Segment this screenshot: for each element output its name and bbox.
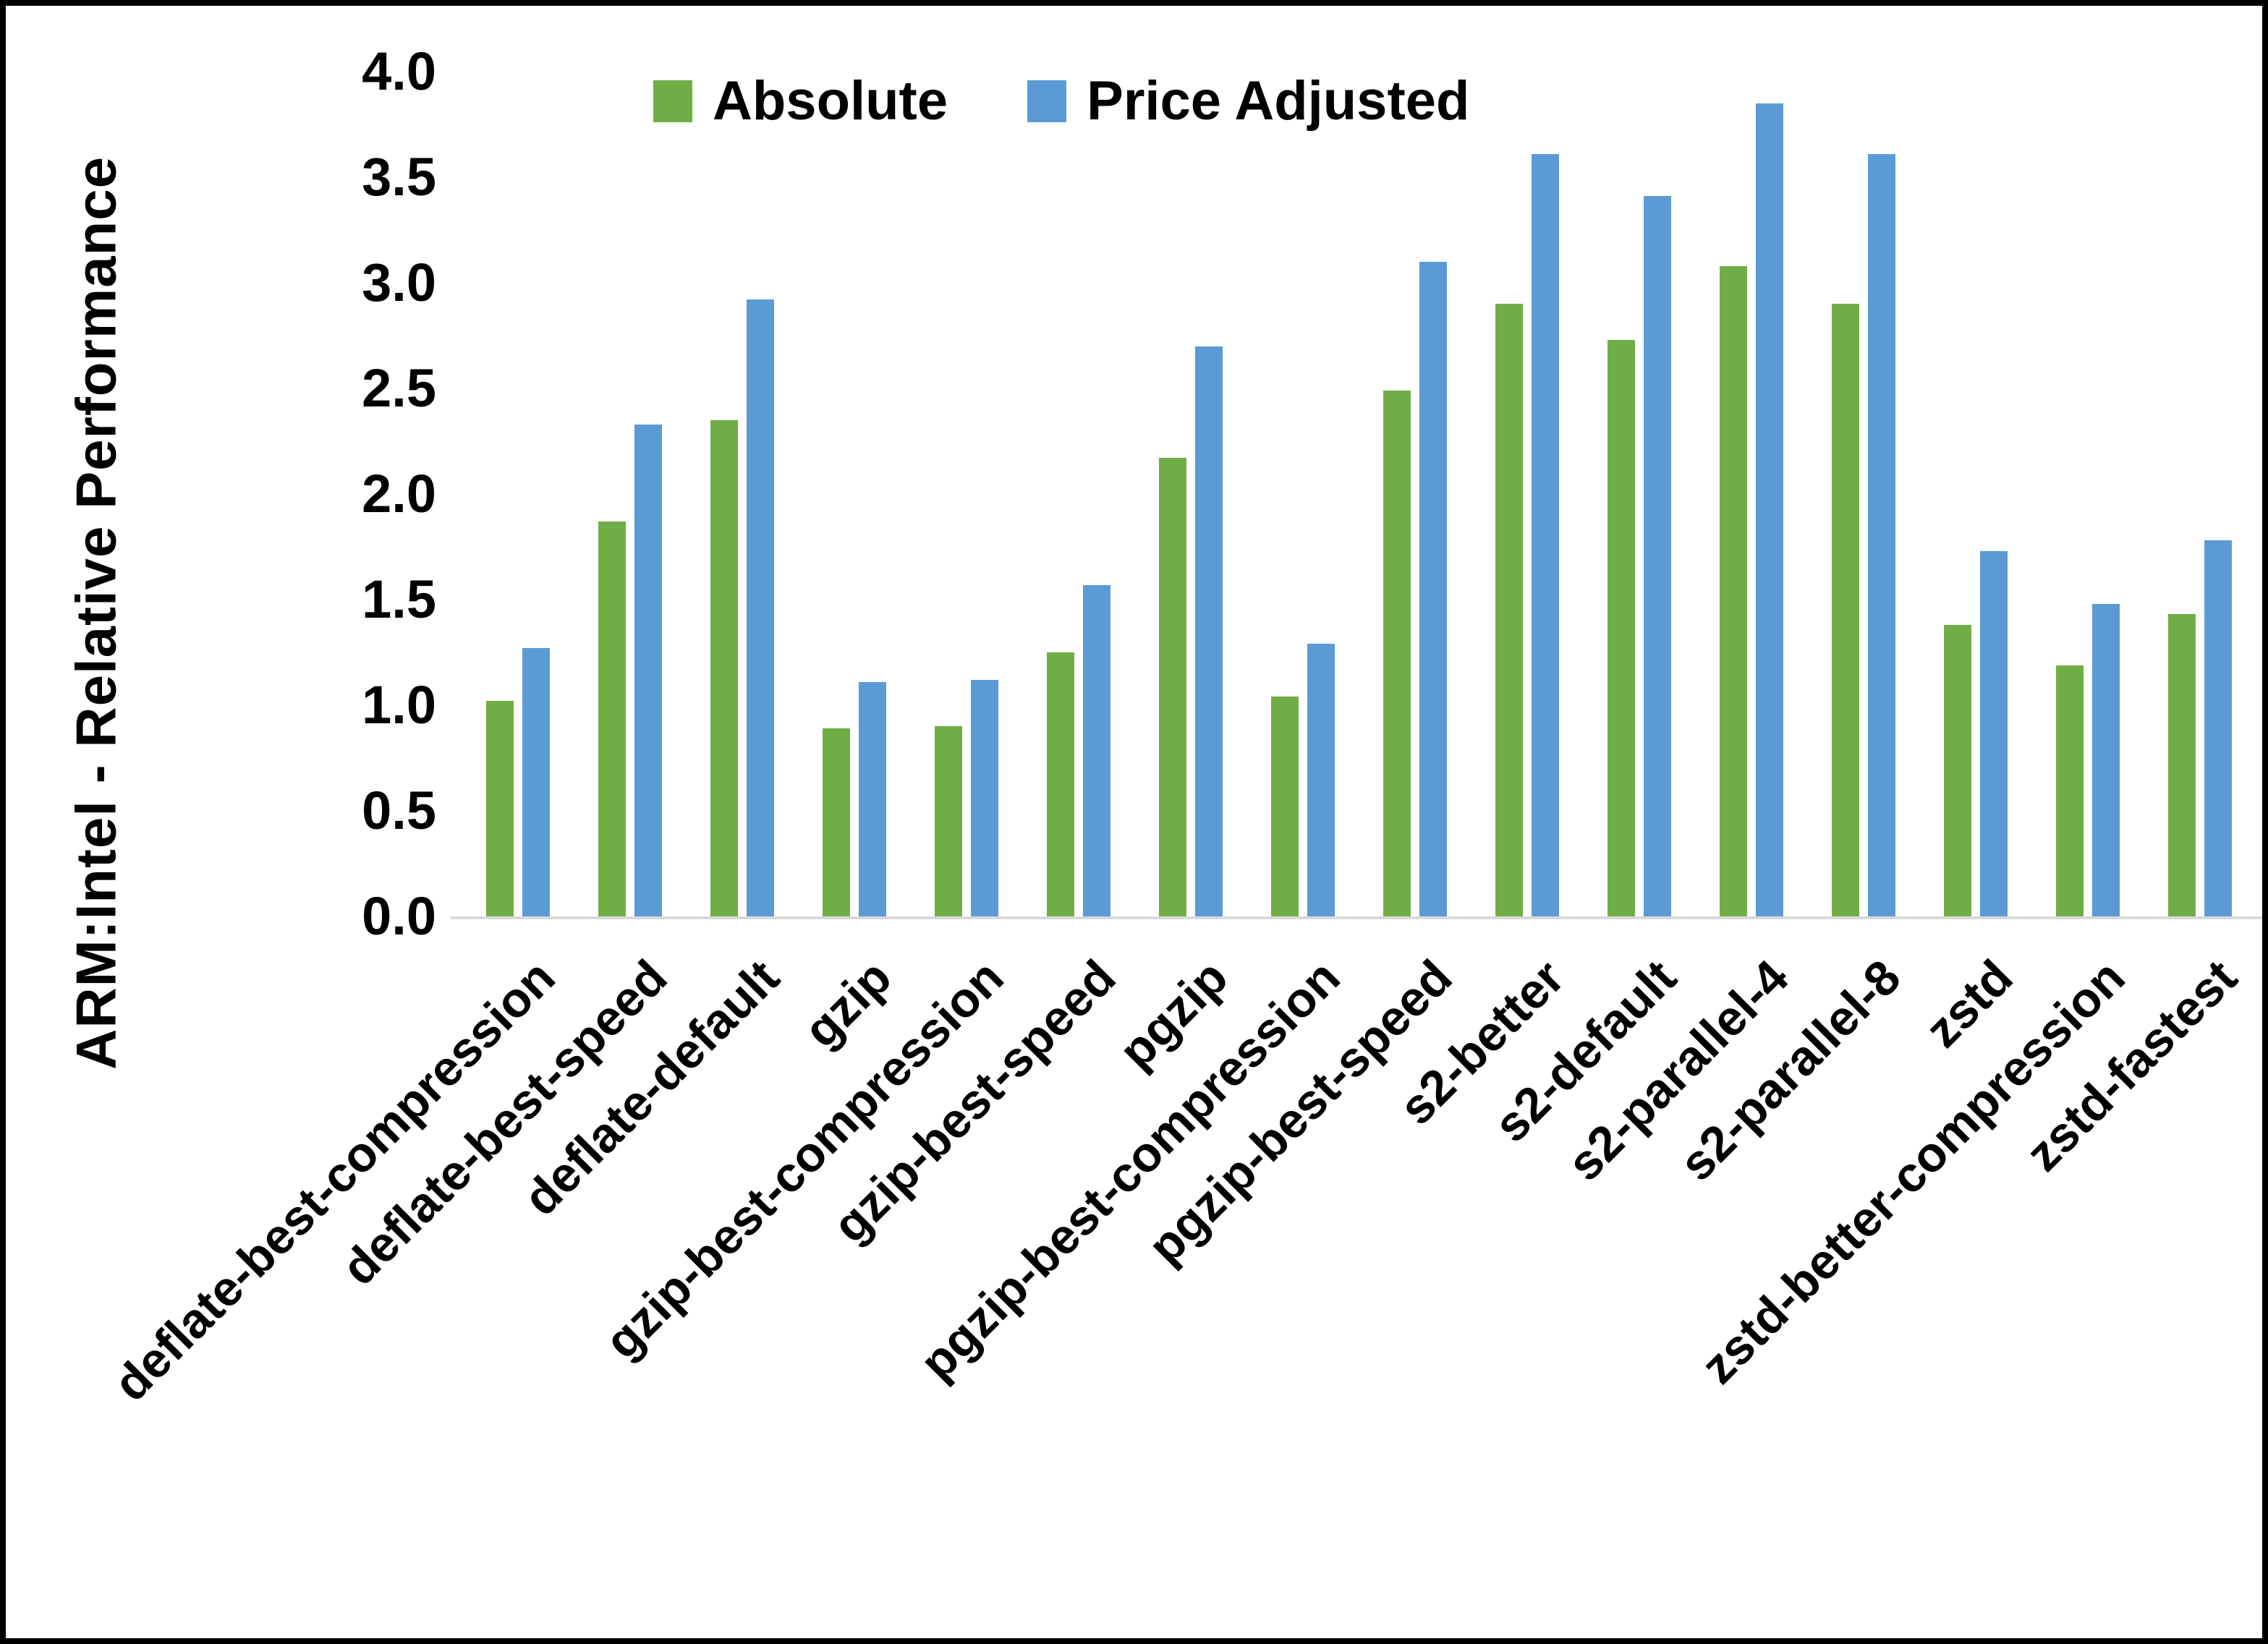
bar-absolute-gzip-best-speed [1047,652,1074,916]
bar-price-adjusted-gzip-best-speed [1083,585,1110,916]
bar-price-adjusted-gzip [859,682,886,916]
bar-absolute-zstd-better-compression [2056,665,2084,916]
y-axis-title: ARM:Intel - Relative Performance [64,156,128,1070]
bar-absolute-gzip [823,728,850,916]
bar-price-adjusted-s2-parallel-4 [1756,103,1783,916]
plot-area [462,72,2256,916]
legend-swatch-icon [1027,80,1067,122]
bar-price-adjusted-deflate-best-speed [634,425,662,916]
bar-absolute-s2-better [1495,304,1523,916]
bar-absolute-deflate-default [710,420,738,916]
legend-item-0: Absolute [653,69,948,132]
bar-absolute-s2-default [1607,340,1635,916]
legend-item-1: Price Adjusted [1027,69,1469,132]
bar-price-adjusted-s2-default [1644,196,1671,916]
bar-price-adjusted-pgzip-best-compression [1307,644,1335,916]
bar-price-adjusted-gzip-best-compression [971,680,998,916]
bar-absolute-pgzip-best-compression [1271,697,1299,916]
bar-absolute-pgzip [1159,458,1186,916]
bar-price-adjusted-zstd [1980,551,2008,916]
bar-price-adjusted-s2-better [1532,154,1559,916]
bar-absolute-zstd [1944,625,1971,916]
y-tick-label: 3.5 [362,147,436,207]
y-tick-label: 2.0 [362,464,436,524]
bar-price-adjusted-pgzip-best-speed [1419,262,1447,916]
bar-price-adjusted-deflate-best-compression [522,648,550,916]
legend-swatch-icon [653,80,692,122]
legend-label: Absolute [713,70,948,132]
bar-price-adjusted-pgzip [1195,346,1223,916]
bar-absolute-pgzip-best-speed [1383,391,1411,916]
y-tick-label: 2.5 [362,358,436,418]
y-tick-label: 1.5 [362,569,436,629]
bar-absolute-s2-parallel-8 [1832,304,1859,916]
legend: Absolute Price Adjusted [653,69,1469,132]
bar-absolute-deflate-best-compression [486,701,514,916]
legend-label: Price Adjusted [1087,70,1470,132]
x-axis-line [451,916,2262,919]
y-tick-label: 4.0 [362,41,436,101]
bar-absolute-deflate-best-speed [598,521,626,916]
bar-absolute-gzip-best-compression [935,726,962,916]
bar-price-adjusted-zstd-better-compression [2092,604,2120,916]
bar-price-adjusted-deflate-default [747,299,774,916]
y-tick-label: 1.0 [362,675,436,735]
bar-price-adjusted-s2-parallel-8 [1868,154,1895,916]
y-tick-label: 0.5 [362,780,436,840]
bar-absolute-zstd-fastest [2168,614,2196,916]
bar-price-adjusted-zstd-fastest [2204,540,2232,916]
bar-absolute-s2-parallel-4 [1720,266,1747,916]
y-tick-label: 0.0 [362,886,436,946]
y-tick-label: 3.0 [362,252,436,312]
